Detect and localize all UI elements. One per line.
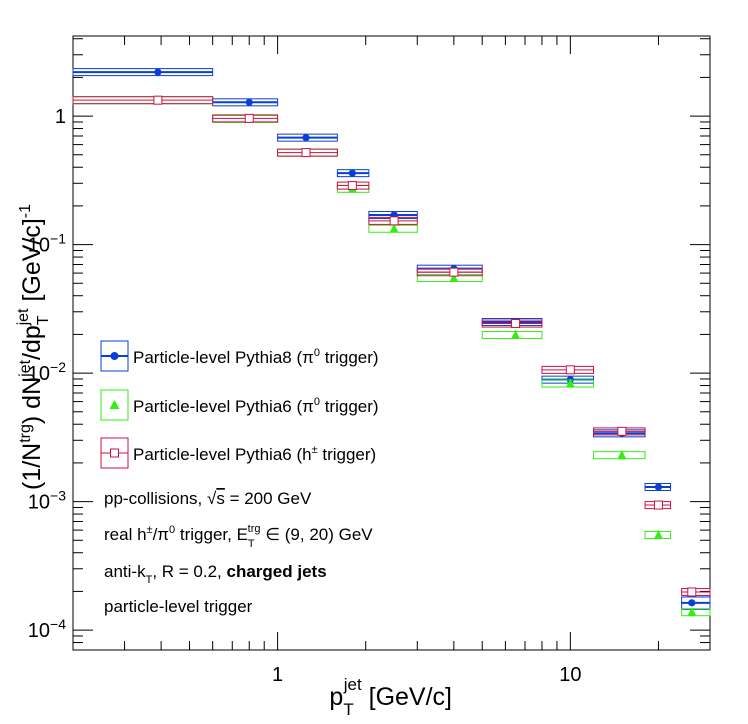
x-tick-label: 10 xyxy=(559,664,581,686)
data-point xyxy=(687,607,697,617)
annotation-trigger: real h±/π0 trigger, ETtrg ∈ (9, 20) GeV xyxy=(104,523,373,550)
legend-marker-square xyxy=(110,448,119,458)
data-point xyxy=(565,365,575,375)
data-point xyxy=(347,181,357,191)
data-point xyxy=(653,500,663,510)
y-tick-label: 10−2 xyxy=(28,359,66,385)
legend-label-pythia6-h: Particle-level Pythia6 (h± trigger) xyxy=(133,444,376,464)
annotation-collisions: pp-collisions, √s = 200 GeV xyxy=(104,489,312,508)
series-2 xyxy=(72,95,711,597)
data-point xyxy=(389,223,399,233)
legend-swatch-pythia6-pi0 xyxy=(100,389,129,421)
legend-label-pythia6-pi0: Particle-level Pythia6 (π0 trigger) xyxy=(133,396,379,416)
data-point xyxy=(348,169,356,177)
data-point xyxy=(449,267,459,277)
data-point xyxy=(154,68,162,76)
data-point xyxy=(153,95,163,105)
legend-marker-circle xyxy=(110,352,119,360)
data-point xyxy=(688,599,696,607)
legend-marker-triangle xyxy=(109,400,120,409)
legend-entry-pythia6-pi0: Particle-level Pythia6 (π0 trigger) xyxy=(100,389,379,421)
legend-label-pythia8: Particle-level Pythia8 (π0 trigger) xyxy=(133,347,379,367)
data-point xyxy=(654,483,663,491)
plot-frame xyxy=(72,35,711,651)
annotation-particle-level: particle-level trigger xyxy=(104,597,253,616)
data-point xyxy=(617,450,627,460)
legend: Particle-level Pythia8 (π0 trigger) Part… xyxy=(100,340,379,469)
legend-entry-pythia6-h: Particle-level Pythia6 (h± trigger) xyxy=(100,437,376,469)
y-tick-label: 10−1 xyxy=(28,231,66,257)
y-axis-title: (1/Ntrg) dNjet/dpTjet [GeV/c]-1 xyxy=(15,204,52,490)
series-layer xyxy=(72,68,711,617)
data-point xyxy=(511,329,521,339)
y-tick-label: 10−4 xyxy=(28,616,66,642)
axes: 1 10 1 10−1 10−2 10−3 10−4 xyxy=(28,36,711,686)
data-point xyxy=(244,113,254,123)
annotation-jets: anti-kT, R = 0.2, charged jets xyxy=(104,562,327,586)
data-point xyxy=(511,319,521,329)
data-point xyxy=(687,587,697,597)
annotations: pp-collisions, √s = 200 GeV real h±/π0 t… xyxy=(104,489,373,616)
data-point xyxy=(617,426,627,436)
data-point xyxy=(302,134,310,142)
data-point xyxy=(301,148,311,158)
y-tick-label: 1 xyxy=(55,106,66,128)
data-point xyxy=(389,216,399,226)
data-point xyxy=(565,378,575,388)
y-tick-label: 10−3 xyxy=(28,488,66,514)
x-axis-title: pTjet [GeV/c] xyxy=(329,675,452,719)
x-tick-label: 1 xyxy=(272,664,283,686)
data-point xyxy=(245,98,253,106)
data-point xyxy=(653,529,663,539)
legend-entry-pythia8-pi0: Particle-level Pythia8 (π0 trigger) xyxy=(100,340,379,372)
data-point xyxy=(449,272,459,282)
